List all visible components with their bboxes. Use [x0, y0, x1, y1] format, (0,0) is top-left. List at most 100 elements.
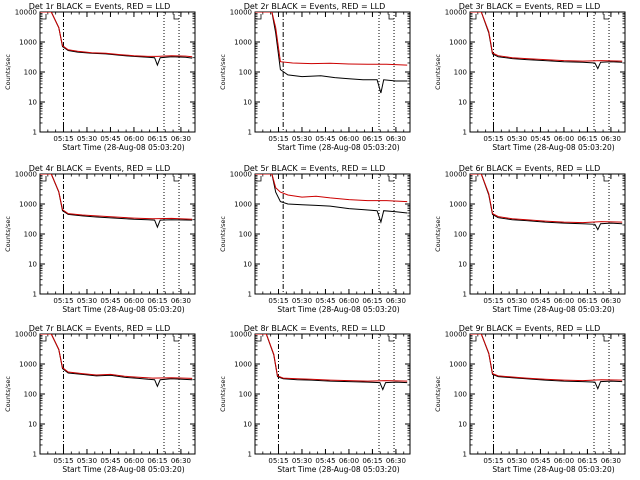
x-tick-label: 05:45: [100, 297, 120, 305]
chart-panel-7: Det 7r BLACK = Events, RED = LLD Counts/s…: [4, 324, 196, 474]
y-tick-label: 10000: [15, 9, 37, 17]
series-line-events: [40, 12, 193, 67]
y-tick-label: 1: [33, 451, 37, 459]
series-line-lld: [40, 174, 193, 220]
x-tick-label: 06:30: [386, 457, 406, 465]
x-tick-label: 06:00: [124, 297, 144, 305]
series-line-events: [255, 334, 408, 391]
series-line-lld: [470, 334, 623, 382]
y-tick-label: 10: [458, 99, 467, 107]
start-bracket: [471, 14, 477, 20]
x-tick-label: 06:15: [362, 457, 382, 465]
y-tick-label: 1000: [19, 201, 37, 209]
x-tick-label: 06:15: [577, 297, 597, 305]
y-tick-label: 1: [463, 451, 467, 459]
start-bracket: [471, 336, 477, 342]
series-line-events: [470, 334, 623, 390]
x-tick-label: 05:15: [53, 457, 73, 465]
y-tick-label: 10000: [15, 171, 37, 179]
y-tick-label: 100: [24, 391, 37, 399]
y-axis-label: Counts/sec: [219, 54, 227, 90]
y-axis-label: Counts/sec: [434, 54, 442, 90]
x-tick-label: 06:00: [339, 297, 359, 305]
end-bracket: [603, 14, 610, 20]
start-bracket: [471, 176, 477, 182]
y-tick-label: 1000: [234, 361, 252, 369]
y-tick-label: 10: [243, 99, 252, 107]
x-axis-label: Start Time (28-Aug-08 05:03:20): [492, 143, 614, 152]
series-line-lld: [40, 334, 193, 379]
chart-panel-3: Det 3r BLACK = Events, RED = LLD Counts/s…: [434, 2, 626, 152]
y-tick-label: 10000: [15, 331, 37, 339]
end-bracket: [173, 336, 180, 342]
y-axis-label: Counts/sec: [434, 376, 442, 412]
y-tick-label: 100: [239, 69, 252, 77]
y-tick-label: 1000: [19, 361, 37, 369]
series-line-lld: [255, 12, 408, 66]
y-tick-label: 1: [248, 129, 252, 137]
series-line-lld: [470, 174, 623, 224]
x-tick-label: 05:45: [100, 457, 120, 465]
end-bracket: [388, 176, 395, 182]
chart-title: Det 9r BLACK = Events, RED = LLD: [459, 324, 601, 333]
y-tick-label: 10: [28, 421, 37, 429]
x-tick-label: 05:15: [268, 297, 288, 305]
y-tick-label: 100: [454, 69, 467, 77]
x-tick-label: 06:15: [362, 297, 382, 305]
start-bracket: [41, 14, 47, 20]
series-line-lld: [255, 174, 408, 203]
series-line-events: [40, 174, 193, 229]
chart-panel-1: Det 1r BLACK = Events, RED = LLD Counts/s…: [4, 2, 196, 152]
x-tick-label: 05:45: [530, 297, 550, 305]
end-bracket: [173, 176, 180, 182]
series-line-events: [255, 12, 408, 94]
y-tick-label: 1000: [234, 39, 252, 47]
x-tick-label: 05:45: [100, 135, 120, 143]
x-tick-label: 06:15: [147, 297, 167, 305]
y-tick-label: 1: [33, 129, 37, 137]
x-axis-label: Start Time (28-Aug-08 05:03:20): [62, 143, 184, 152]
y-tick-label: 10000: [230, 331, 252, 339]
x-tick-label: 05:30: [292, 457, 312, 465]
x-tick-label: 05:15: [483, 457, 503, 465]
chart-panel-4: Det 4r BLACK = Events, RED = LLD Counts/s…: [4, 164, 196, 314]
start-bracket: [256, 336, 262, 342]
x-tick-label: 06:30: [601, 135, 621, 143]
x-axis-label: Start Time (28-Aug-08 05:03:20): [277, 143, 399, 152]
x-tick-label: 06:30: [171, 135, 191, 143]
y-tick-label: 10000: [230, 171, 252, 179]
x-axis-label: Start Time (28-Aug-08 05:03:20): [277, 305, 399, 314]
chart-panel-6: Det 6r BLACK = Events, RED = LLD Counts/s…: [434, 164, 626, 314]
x-axis-label: Start Time (28-Aug-08 05:03:20): [277, 465, 399, 474]
x-tick-label: 05:15: [53, 297, 73, 305]
end-bracket: [388, 14, 395, 20]
start-bracket: [41, 336, 47, 342]
chart-title: Det 2r BLACK = Events, RED = LLD: [244, 2, 386, 11]
y-tick-label: 10000: [230, 9, 252, 17]
y-tick-label: 1: [33, 291, 37, 299]
end-bracket: [388, 336, 395, 342]
y-tick-label: 100: [454, 391, 467, 399]
x-tick-label: 06:00: [554, 135, 574, 143]
x-tick-label: 06:00: [124, 135, 144, 143]
start-bracket: [256, 176, 262, 182]
x-tick-label: 06:30: [601, 457, 621, 465]
x-tick-label: 05:30: [77, 297, 97, 305]
series-line-events: [40, 334, 193, 388]
end-bracket: [603, 176, 610, 182]
start-bracket: [41, 176, 47, 182]
y-tick-label: 10000: [445, 9, 467, 17]
chart-panel-5: Det 5r BLACK = Events, RED = LLD Counts/s…: [219, 164, 411, 314]
y-tick-label: 10: [243, 421, 252, 429]
x-tick-label: 06:30: [386, 297, 406, 305]
y-axis-label: Counts/sec: [219, 376, 227, 412]
x-axis-label: Start Time (28-Aug-08 05:03:20): [492, 305, 614, 314]
x-tick-label: 05:30: [507, 457, 527, 465]
x-tick-label: 05:30: [507, 135, 527, 143]
x-tick-label: 05:30: [507, 297, 527, 305]
y-tick-label: 100: [239, 391, 252, 399]
y-tick-label: 1000: [449, 201, 467, 209]
y-axis-label: Counts/sec: [4, 54, 12, 90]
x-tick-label: 05:30: [77, 135, 97, 143]
